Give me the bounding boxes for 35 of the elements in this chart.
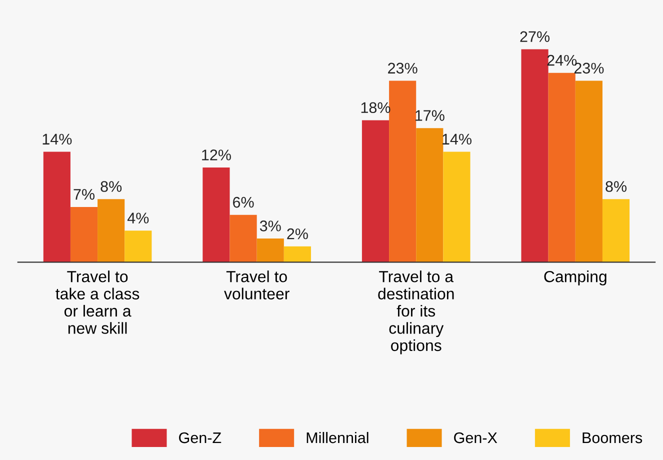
data-label: 12% bbox=[202, 150, 231, 160]
data-label: 8% bbox=[100, 181, 122, 192]
bar bbox=[362, 120, 390, 262]
bar bbox=[443, 152, 470, 262]
x-tick-label: Travel to volunteer bbox=[224, 270, 290, 300]
bar bbox=[70, 206, 98, 262]
bar bbox=[521, 49, 548, 262]
data-label: 6% bbox=[233, 196, 254, 208]
x-tick-label: Travel to a destination for its culinary options bbox=[378, 270, 454, 354]
data-label: 27% bbox=[520, 31, 550, 42]
data-label: 8% bbox=[606, 181, 627, 192]
bar bbox=[256, 238, 284, 262]
bar bbox=[575, 80, 602, 262]
legend-label: Millennial bbox=[306, 432, 368, 444]
bar bbox=[389, 80, 416, 262]
legend-label: Boomers bbox=[582, 432, 642, 444]
bar bbox=[230, 214, 257, 262]
data-label: 23% bbox=[388, 62, 418, 74]
bar bbox=[98, 199, 125, 262]
bar bbox=[284, 246, 311, 262]
legend-label: Gen-X bbox=[454, 432, 498, 444]
data-label: 14% bbox=[42, 134, 72, 145]
data-label: 3% bbox=[260, 220, 281, 232]
bar bbox=[548, 72, 576, 262]
data-label: 2% bbox=[287, 228, 308, 240]
x-tick-label: Travel to take a class or learn a new skill bbox=[56, 270, 140, 334]
bar bbox=[202, 168, 230, 262]
bar bbox=[602, 199, 630, 262]
legend-label: Gen-Z bbox=[179, 432, 222, 444]
data-label: 4% bbox=[127, 212, 149, 224]
bar bbox=[416, 128, 444, 262]
data-label: 7% bbox=[74, 189, 94, 200]
bar bbox=[43, 152, 70, 262]
bar bbox=[124, 230, 152, 262]
x-tick-label: Camping bbox=[544, 270, 606, 286]
